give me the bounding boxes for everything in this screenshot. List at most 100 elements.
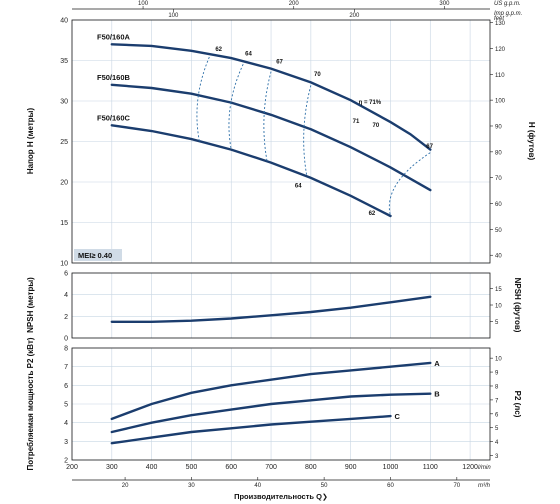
npsh-ylabel: NPSH (метры): [26, 277, 35, 333]
y-tick-label: 0: [64, 336, 68, 343]
top-flow-axis: 100 200 300 100 200 US g.p.m. Imp g.p.m.: [72, 1, 522, 19]
x-tick-label: 800: [305, 464, 317, 471]
y-tick-label: 8: [64, 346, 68, 353]
y-right-tick-label: 80: [495, 150, 502, 156]
y-tick-label: 3: [64, 439, 68, 446]
y-tick-label: 10: [60, 261, 68, 268]
x-tick-label: 500: [186, 464, 198, 471]
m3h-tick-label: 70: [453, 483, 460, 489]
y-right-tick-label: 130: [495, 21, 506, 27]
efficiency-label: 67: [276, 60, 283, 66]
y-tick-label: 6: [64, 271, 68, 278]
efficiency-label: 64: [295, 184, 302, 190]
y-right-tick-label: 8: [495, 384, 499, 390]
y-tick-label: 4: [64, 292, 68, 299]
bottom-flow-axis: 200 300 400 500 600 700 800 900 1000 1100 1200 l/m…: [66, 464, 491, 501]
y-right-tick-label: 10: [495, 304, 502, 310]
x-tick-label: 1200: [462, 464, 478, 471]
series-label: F50/160C: [97, 113, 131, 122]
y-right-tick-label: 120: [495, 47, 506, 53]
y-right-tick-label: 3: [495, 454, 499, 460]
y-right-tick-label: 110: [495, 73, 505, 79]
m3h-tick-label: 30: [188, 483, 195, 489]
x-tick-label: 200: [66, 464, 78, 471]
impgpm-tick-label: 200: [349, 13, 360, 19]
y-right-tick-label: 90: [495, 124, 502, 130]
x-tick-label: 300: [106, 464, 118, 471]
efficiency-isoline: [303, 85, 312, 177]
usgpm-tick-label: 300: [439, 1, 450, 7]
power-ylabel-right: P2 (лс): [513, 391, 522, 418]
y-tick-label: 35: [60, 58, 68, 65]
usgpm-tick-label: 200: [289, 1, 300, 7]
y-tick-label: 6: [64, 383, 68, 390]
y-right-tick-label: 6: [495, 412, 499, 418]
arrow-icon: ❯: [322, 493, 328, 501]
efficiency-label: 67: [426, 144, 433, 150]
mei-label: MEI≥ 0.40: [78, 251, 112, 260]
y-tick-label: 4: [64, 420, 68, 427]
x-tick-label: 700: [265, 464, 277, 471]
y-right-tick-label: 7: [495, 398, 499, 404]
series-label: B: [434, 390, 440, 399]
efficiency-label: 62: [215, 47, 222, 53]
m3h-tick-label: 50: [321, 483, 328, 489]
power-ylabel: Потребляемая мощность P2 (кВт): [26, 337, 35, 470]
series-line: [110, 83, 432, 192]
feet-unit: feet: [494, 16, 504, 22]
npsh-ylabel-right: NPSH (футов): [513, 278, 522, 333]
head-panel: F50/160A F50/160B F50/160C 62 64 67 70 η = 71%…: [26, 16, 536, 268]
y-right-tick-label: 10: [495, 357, 502, 363]
y-tick-label: 15: [60, 220, 68, 227]
efficiency-label: 70: [314, 72, 321, 78]
m3h-tick-label: 60: [387, 483, 394, 489]
series-line: [110, 43, 432, 151]
series-line: [110, 414, 392, 445]
y-tick-label: 40: [60, 18, 68, 25]
series-label: F50/160B: [97, 73, 131, 82]
head-ylabel-right: H (футов): [527, 122, 536, 161]
x-tick-label: 400: [146, 464, 158, 471]
y-tick-label: 5: [64, 402, 68, 409]
m3h-unit: m³/h: [478, 483, 491, 489]
y-right-tick-label: 40: [495, 254, 502, 260]
impgpm-unit: Imp g.p.m.: [494, 11, 522, 17]
efficiency-isoline: [196, 56, 210, 142]
x-tick-label: 600: [225, 464, 237, 471]
series-line: [110, 361, 432, 421]
efficiency-isoline: [388, 152, 431, 217]
y-right-tick-label: 100: [495, 99, 506, 105]
usgpm-tick-label: 100: [138, 1, 149, 7]
m3h-tick-label: 40: [254, 483, 261, 489]
y-tick-label: 30: [60, 99, 68, 106]
lmin-unit: l/min: [478, 465, 491, 471]
x-tick-label: 900: [345, 464, 357, 471]
m3h-tick-label: 20: [122, 483, 129, 489]
efficiency-label: η = 71%: [359, 100, 382, 106]
head-ylabel: Напор H (метры): [26, 108, 35, 175]
y-tick-label: 20: [60, 180, 68, 187]
y-tick-label: 25: [60, 139, 68, 146]
efficiency-label: 62: [369, 211, 376, 217]
impgpm-tick-label: 100: [168, 13, 179, 19]
y-right-tick-label: 5: [495, 320, 499, 326]
efficiency-label: 70: [373, 123, 380, 129]
y-right-tick-label: 5: [495, 426, 499, 432]
power-panel: A B C 2 3 4 5 6 7 8 3 4 5 6 7 8 9 10 Потребляемая мощнос…: [26, 337, 522, 470]
y-right-tick-label: 50: [495, 228, 502, 234]
series-line: [110, 295, 432, 323]
mei-badge: MEI≥ 0.40: [74, 249, 122, 261]
efficiency-isoline: [263, 71, 272, 162]
series-label: A: [434, 359, 440, 368]
x-tick-label: 1100: [423, 464, 438, 471]
y-tick-label: 2: [64, 458, 68, 465]
npsh-panel: 0 2 4 6 5 10 15 NPSH (метры) NPSH (футов): [26, 271, 522, 343]
y-tick-label: 2: [64, 314, 68, 321]
x-tick-label: 1000: [383, 464, 399, 471]
usgpm-unit: US g.p.m.: [494, 1, 521, 7]
y-tick-label: 7: [64, 364, 68, 371]
y-right-tick-label: 15: [495, 287, 502, 293]
y-right-tick-label: 70: [495, 176, 502, 182]
efficiency-label: 71: [353, 119, 360, 125]
